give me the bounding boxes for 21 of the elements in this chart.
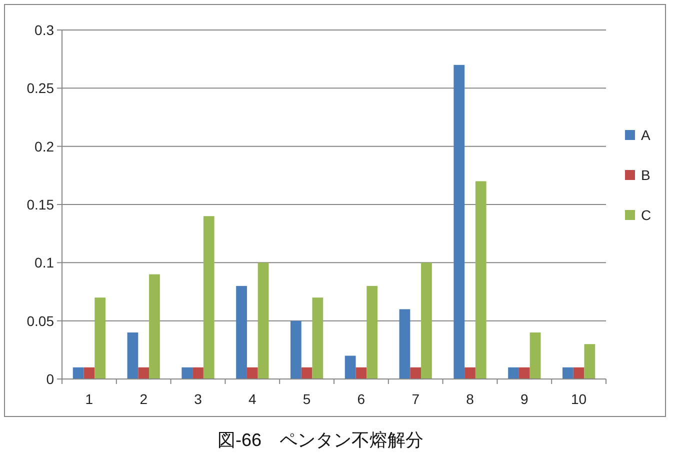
x-tick-label: 9: [520, 391, 528, 407]
legend-label: B: [641, 167, 650, 183]
y-tick-label: 0.05: [26, 312, 54, 329]
y-tick-label: 0.3: [34, 22, 54, 38]
x-tick-label: 3: [194, 391, 202, 407]
legend-label: A: [641, 127, 651, 143]
x-tick-label: 8: [466, 391, 474, 407]
x-tick-label: 7: [412, 391, 420, 407]
x-tick-label: 4: [248, 391, 256, 407]
y-tick-label: 0.1: [34, 254, 54, 271]
legend-label: C: [641, 207, 652, 223]
x-tick-label: 1: [85, 391, 94, 407]
y-tick-label: 0.25: [26, 80, 54, 96]
x-tick-label: 5: [302, 391, 311, 407]
x-tick-label: 10: [571, 391, 587, 407]
y-tick-label: 0: [46, 371, 54, 387]
x-tick-label: 2: [140, 391, 148, 407]
text: 図-66 ペンタン不熔解分: [217, 430, 424, 450]
x-tick-label: 6: [357, 391, 366, 407]
y-tick-label: 0.2: [34, 138, 54, 154]
y-tick-label: 0.15: [26, 196, 54, 212]
